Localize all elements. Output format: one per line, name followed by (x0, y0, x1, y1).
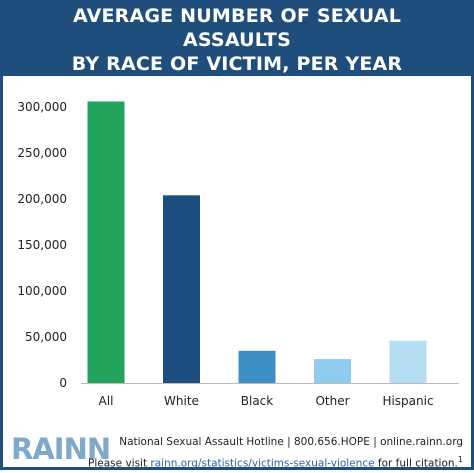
rainn-logo: RAINN (11, 432, 111, 466)
footnote-mark: 1 (457, 455, 463, 464)
bar-white (163, 195, 200, 383)
bar-chart: 0 50,000 100,000 150,000 200,000 250,000 300,0… (17, 100, 459, 408)
bar-black (238, 350, 276, 383)
y-tick-label: 50,000 (25, 330, 67, 344)
y-axis: 0 50,000 100,000 150,000 200,000 250,000 300,0… (17, 100, 67, 390)
x-tick-label-other: Other (315, 394, 349, 408)
chart-title: AVERAGE NUMBER OF SEXUAL ASSAULTS BY RAC… (17, 4, 457, 76)
chart-title-line-1: AVERAGE NUMBER OF SEXUAL ASSAULTS (72, 4, 402, 51)
y-tick-label: 200,000 (17, 192, 67, 206)
chart-title-line-2: BY RACE OF VICTIM, PER YEAR (71, 52, 403, 75)
y-tick-label: 300,000 (17, 100, 67, 114)
x-tick-label-hispanic: Hispanic (382, 394, 433, 408)
x-tick-label-white: White (164, 394, 199, 408)
citation-line: Please visit rainn.org/statistics/victim… (88, 451, 463, 473)
bars (87, 101, 427, 384)
citation-suffix: for full citation. (374, 457, 458, 470)
bar-all (87, 101, 125, 384)
bar-other (314, 359, 351, 383)
footer: RAINN National Sexual Assault Hotline | … (3, 427, 471, 470)
y-tick-label: 100,000 (17, 284, 67, 298)
x-tick-label-black: Black (241, 394, 274, 408)
header-banner: AVERAGE NUMBER OF SEXUAL ASSAULTS BY RAC… (3, 3, 471, 76)
citation-link[interactable]: rainn.org/statistics/victims-sexual-viol… (150, 457, 375, 470)
citation-prefix: Please visit (88, 457, 151, 470)
y-tick-label: 150,000 (17, 238, 67, 252)
x-axis: All White Black Other Hispanic (99, 394, 434, 408)
hotline-line: National Sexual Assault Hotline | 800.65… (119, 436, 463, 448)
y-tick-label: 0 (59, 376, 67, 390)
x-tick-label-all: All (99, 394, 114, 408)
source-citation: National Sexual Assault Hotline | 800.65… (88, 434, 463, 473)
bar-hispanic (389, 340, 427, 383)
y-tick-label: 250,000 (17, 146, 67, 160)
